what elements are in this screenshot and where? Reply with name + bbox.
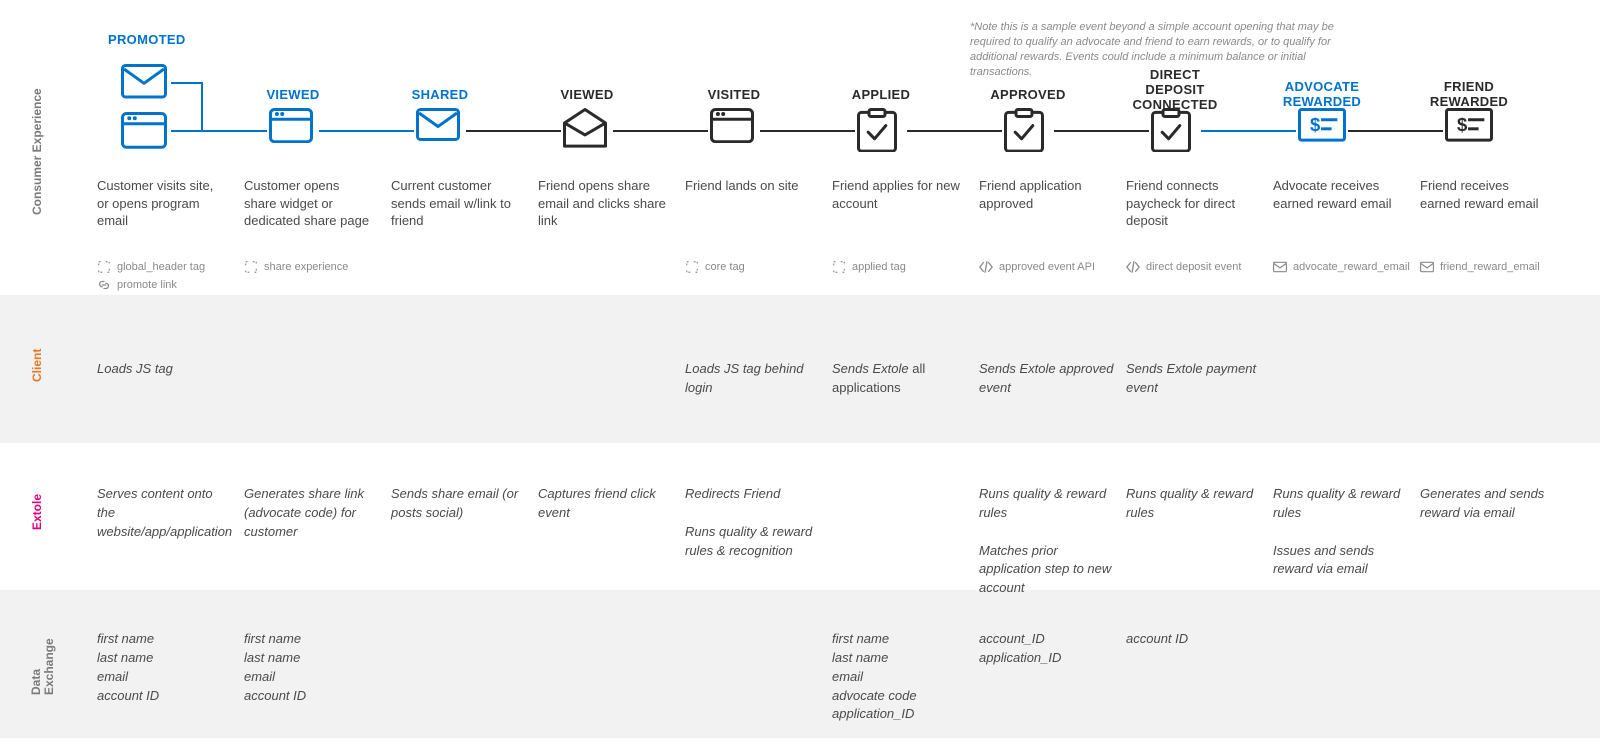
stage-title: SHARED	[370, 88, 510, 103]
stage-title: VIEWED	[517, 88, 657, 103]
stage-tags: approved event API	[979, 260, 1119, 278]
stage-desc: Friend lands on site	[685, 177, 815, 195]
extole-cell: Runs quality & reward rules Matches prio…	[979, 485, 1114, 598]
stage-desc: Customer visits site, or opens program e…	[97, 177, 227, 230]
stage-tags: applied tag	[832, 260, 972, 278]
connector	[1348, 130, 1443, 132]
connector	[201, 82, 203, 130]
row-label-data: DataExchange	[30, 675, 56, 695]
stage-title: FRIENDREWARDED	[1399, 80, 1539, 110]
client-cell: Loads JS tag behind login	[685, 360, 820, 398]
client-cell: Loads JS tag	[97, 360, 232, 379]
extole-cell: Generates share link (advocate code) for…	[244, 485, 379, 542]
connector	[466, 130, 561, 132]
svg-text:$: $	[1310, 114, 1321, 135]
stage-desc: Advocate receives earned reward email	[1273, 177, 1403, 212]
extole-cell: Redirects Friend Runs quality & reward r…	[685, 485, 820, 560]
data-cell: first namelast nameemailaccount ID	[97, 630, 232, 705]
connector	[171, 82, 201, 84]
data-cell: first namelast nameemailadvocate codeapp…	[832, 630, 967, 724]
stage-desc: Customer opens share widget or dedicated…	[244, 177, 374, 230]
stage-title: VIEWED	[223, 88, 363, 103]
row-label-client: Client	[30, 362, 44, 382]
stage-tags: core tag	[685, 260, 825, 278]
stage-title: ADVOCATEREWARDED	[1252, 80, 1392, 110]
stage-desc: Friend receives earned reward email	[1420, 177, 1550, 212]
connector	[760, 130, 855, 132]
stage-desc: Friend application approved	[979, 177, 1109, 212]
client-cell: Sends Extole all applications	[832, 360, 967, 398]
browser-icon	[121, 112, 167, 149]
stage-tags: global_header tagpromote link	[97, 260, 237, 296]
row-label-consumer: Consumer Experience	[30, 195, 44, 215]
connector	[1201, 130, 1296, 132]
stage-tags: direct deposit event	[1126, 260, 1266, 278]
stage-title: APPLIED	[811, 88, 951, 103]
band-data	[0, 590, 1600, 738]
data-cell: account ID	[1126, 630, 1261, 649]
data-cell: first namelast nameemailaccount ID	[244, 630, 379, 705]
connector	[201, 130, 267, 132]
client-cell: Sends Extole payment event	[1126, 360, 1261, 398]
stage-desc: Friend applies for new account	[832, 177, 962, 212]
extole-cell: Serves content onto the website/app/appl…	[97, 485, 232, 542]
mail-icon	[416, 108, 460, 141]
extole-cell: Sends share email (or posts social)	[391, 485, 526, 523]
client-cell: Sends Extole approved event	[979, 360, 1114, 398]
stage-title: DIRECTDEPOSITCONNECTED	[1105, 68, 1245, 113]
connector	[319, 130, 414, 132]
connector	[1054, 130, 1149, 132]
stage-desc: Friend opens share email and clicks shar…	[538, 177, 668, 230]
mailopen-icon	[563, 108, 607, 148]
stage-tags: share experience	[244, 260, 384, 278]
connector	[171, 130, 201, 132]
browser-icon	[269, 108, 313, 143]
connector	[907, 130, 1002, 132]
extole-cell: Runs quality & reward rules Issues and s…	[1273, 485, 1408, 579]
connector	[613, 130, 708, 132]
mail-icon	[121, 64, 167, 99]
extole-cell: Captures friend click event	[538, 485, 673, 523]
dollar-icon: $	[1445, 108, 1493, 142]
stage-title: APPROVED	[958, 88, 1098, 103]
browser-icon	[710, 108, 754, 143]
clipboard-icon	[1151, 108, 1191, 152]
stage-desc: Current customer sends email w/link to f…	[391, 177, 521, 230]
stage-title: VISITED	[664, 88, 804, 103]
dollar-icon: $	[1298, 108, 1346, 142]
clipboard-icon	[1004, 108, 1044, 152]
svg-text:$: $	[1457, 114, 1468, 135]
stage-title-promoted: PROMOTED	[108, 33, 186, 48]
clipboard-icon	[857, 108, 897, 152]
stage-desc: Friend connects paycheck for direct depo…	[1126, 177, 1256, 230]
extole-cell: Runs quality & reward rules	[1126, 485, 1261, 523]
stage-tags: advocate_reward_email	[1273, 260, 1413, 278]
data-cell: account_IDapplication_ID	[979, 630, 1114, 668]
extole-cell: Generates and sends reward via email	[1420, 485, 1555, 523]
row-label-extole: Extole	[30, 510, 44, 530]
stage-tags: friend_reward_email	[1420, 260, 1560, 278]
